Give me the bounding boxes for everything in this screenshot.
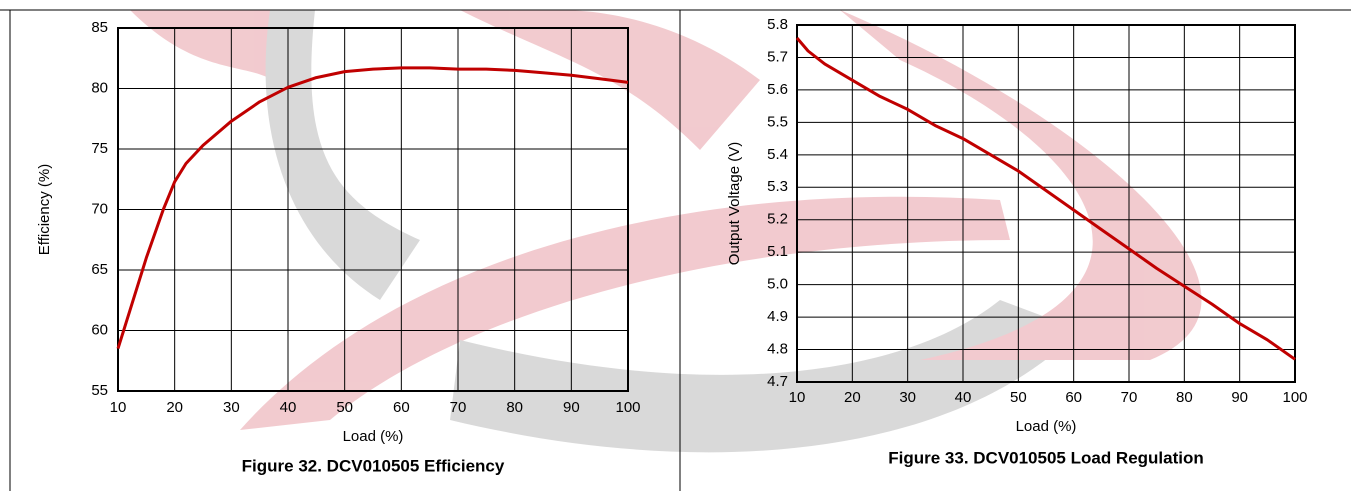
y-tick-label: 4.7	[767, 373, 788, 390]
y-tick-label: 5.0	[767, 276, 788, 293]
watermark-shape	[840, 10, 1202, 360]
y-tick-label: 85	[91, 19, 108, 36]
y-tick-label: 65	[91, 261, 108, 278]
watermark	[130, 10, 1202, 453]
x-tick-label: 90	[563, 399, 580, 416]
y-tick-label: 5.3	[767, 178, 788, 195]
x-tick-label: 50	[336, 399, 353, 416]
x-tick-label: 60	[1065, 389, 1082, 406]
y-tick-label: 5.6	[767, 81, 788, 98]
y-axis-label: Output Voltage (V)	[726, 142, 743, 265]
x-axis-label: Load (%)	[1016, 418, 1077, 435]
y-tick-label: 55	[91, 382, 108, 399]
plot-border	[117, 27, 629, 392]
y-tick-label: 4.8	[767, 341, 788, 358]
chart-title: Figure 33. DCV010505 Load Regulation	[888, 448, 1204, 467]
y-tick-label: 60	[91, 321, 108, 338]
x-tick-label: 70	[450, 399, 467, 416]
x-tick-label: 80	[506, 399, 523, 416]
x-tick-label: 60	[393, 399, 410, 416]
x-tick-label: 100	[1282, 389, 1307, 406]
x-tick-label: 10	[110, 399, 127, 416]
x-tick-label: 40	[280, 399, 297, 416]
y-tick-label: 5.5	[767, 113, 788, 130]
y-tick-label: 5.1	[767, 243, 788, 260]
x-axis-label: Load (%)	[343, 428, 404, 445]
y-tick-label: 5.2	[767, 211, 788, 228]
x-tick-label: 70	[1121, 389, 1138, 406]
data-line	[116, 66, 629, 350]
x-tick-label: 80	[1176, 389, 1193, 406]
chart-title: Figure 32. DCV010505 Efficiency	[242, 456, 505, 475]
x-tick-label: 20	[844, 389, 861, 406]
y-tick-label: 5.4	[767, 146, 788, 163]
x-tick-label: 30	[899, 389, 916, 406]
y-tick-label: 80	[91, 79, 108, 96]
y-tick-label: 5.7	[767, 48, 788, 65]
watermark-shape	[450, 300, 1080, 453]
y-tick-label: 70	[91, 200, 108, 217]
x-tick-label: 30	[223, 399, 240, 416]
y-tick-label: 5.8	[767, 16, 788, 33]
y-tick-label: 75	[91, 140, 108, 157]
plot-border	[796, 24, 1296, 383]
data-line	[795, 37, 1296, 361]
watermark-shape	[265, 10, 420, 300]
x-tick-label: 100	[615, 399, 640, 416]
x-tick-label: 90	[1231, 389, 1248, 406]
y-tick-label: 4.9	[767, 308, 788, 325]
x-tick-label: 10	[789, 389, 806, 406]
x-tick-label: 50	[1010, 389, 1027, 406]
x-tick-label: 40	[955, 389, 972, 406]
y-axis-label: Efficiency (%)	[36, 164, 53, 255]
x-tick-label: 20	[166, 399, 183, 416]
